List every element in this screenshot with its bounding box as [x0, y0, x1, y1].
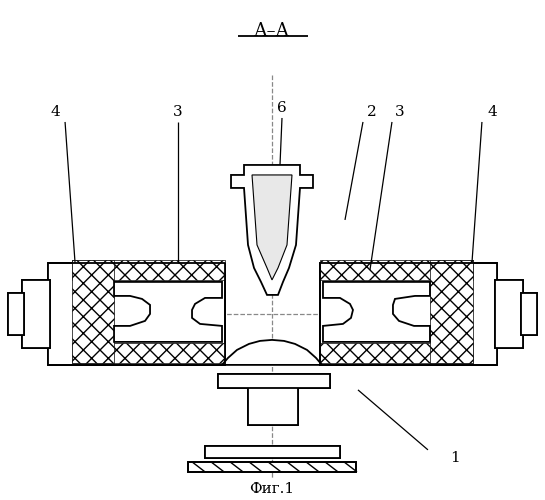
Bar	[48, 263, 225, 365]
Bar	[521, 293, 537, 335]
Bar	[22, 280, 50, 348]
Polygon shape	[222, 340, 322, 365]
Text: 6: 6	[277, 101, 287, 115]
Bar	[218, 374, 330, 388]
Text: Фиг.1: Фиг.1	[250, 482, 294, 496]
Text: 3: 3	[395, 105, 405, 119]
Text: 2: 2	[367, 105, 377, 119]
Text: 4: 4	[50, 105, 60, 119]
Bar	[8, 293, 24, 335]
Polygon shape	[114, 282, 222, 342]
Bar	[72, 260, 225, 280]
Text: 3: 3	[173, 105, 183, 119]
Bar	[320, 260, 473, 280]
Text: 4: 4	[487, 105, 497, 119]
Bar	[248, 385, 298, 425]
Bar	[248, 385, 298, 425]
Polygon shape	[231, 165, 313, 295]
Bar	[8, 293, 24, 335]
Bar	[188, 462, 356, 472]
Bar	[48, 263, 225, 365]
Bar	[22, 280, 50, 348]
Bar	[205, 446, 340, 458]
Bar	[430, 260, 473, 363]
Bar	[218, 374, 330, 388]
Bar	[72, 260, 114, 363]
Bar	[320, 263, 497, 365]
Bar	[495, 280, 523, 348]
Text: 1: 1	[450, 451, 460, 465]
Polygon shape	[252, 175, 292, 280]
Bar	[495, 280, 523, 348]
Bar	[320, 263, 497, 365]
Polygon shape	[323, 282, 430, 342]
Bar	[72, 343, 225, 363]
Bar	[521, 293, 537, 335]
Bar	[205, 446, 340, 458]
Bar	[320, 343, 473, 363]
Text: А–А: А–А	[254, 22, 290, 40]
Bar	[188, 462, 356, 472]
